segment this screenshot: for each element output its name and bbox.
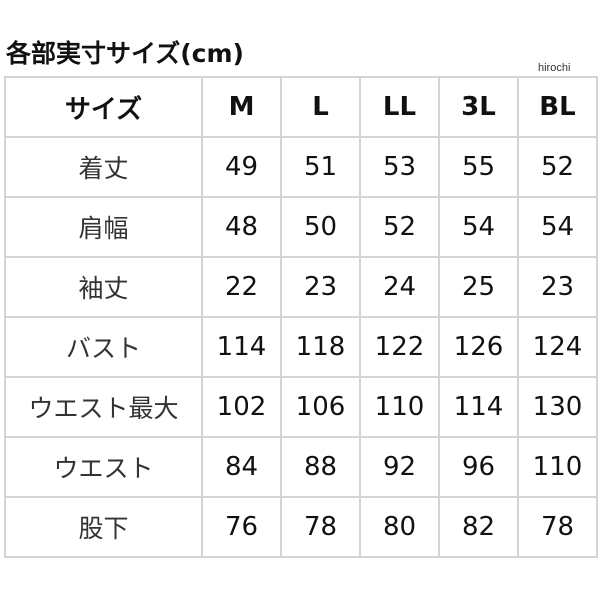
value-cell: 102 [201, 376, 282, 438]
value-cell: 110 [359, 376, 440, 438]
header-cell: L [280, 76, 361, 138]
row-label: ウエスト [4, 436, 203, 498]
header-cell: 3L [438, 76, 519, 138]
value-cell: 51 [280, 136, 361, 198]
value-cell: 23 [517, 256, 598, 318]
value-cell: 48 [201, 196, 282, 258]
table-row: 肩幅 48 50 52 54 54 [4, 196, 598, 258]
value-cell: 114 [201, 316, 282, 378]
value-cell: 50 [280, 196, 361, 258]
row-label: 股下 [4, 496, 203, 558]
page-title: 各部実寸サイズ(cm) [6, 39, 244, 68]
row-label: 肩幅 [4, 196, 203, 258]
value-cell: 76 [201, 496, 282, 558]
value-cell: 114 [438, 376, 519, 438]
header-cell: サイズ [4, 76, 203, 138]
value-cell: 53 [359, 136, 440, 198]
value-cell: 118 [280, 316, 361, 378]
value-cell: 54 [438, 196, 519, 258]
row-label: バスト [4, 316, 203, 378]
value-cell: 88 [280, 436, 361, 498]
value-cell: 124 [517, 316, 598, 378]
value-cell: 52 [359, 196, 440, 258]
value-cell: 78 [517, 496, 598, 558]
value-cell: 126 [438, 316, 519, 378]
table-row: ウエスト 84 88 92 96 110 [4, 436, 598, 498]
table-row: ウエスト最大 102 106 110 114 130 [4, 376, 598, 438]
value-cell: 24 [359, 256, 440, 318]
row-label: ウエスト最大 [4, 376, 203, 438]
value-cell: 78 [280, 496, 361, 558]
table-row: 股下 76 78 80 82 78 [4, 496, 598, 558]
value-cell: 25 [438, 256, 519, 318]
value-cell: 55 [438, 136, 519, 198]
value-cell: 49 [201, 136, 282, 198]
value-cell: 84 [201, 436, 282, 498]
value-cell: 106 [280, 376, 361, 438]
row-label: 着丈 [4, 136, 203, 198]
header-row: サイズ M L LL 3L BL [4, 76, 598, 138]
header-cell: LL [359, 76, 440, 138]
value-cell: 96 [438, 436, 519, 498]
header-cell: M [201, 76, 282, 138]
row-label: 袖丈 [4, 256, 203, 318]
value-cell: 82 [438, 496, 519, 558]
value-cell: 92 [359, 436, 440, 498]
value-cell: 23 [280, 256, 361, 318]
value-cell: 130 [517, 376, 598, 438]
value-cell: 54 [517, 196, 598, 258]
table-row: バスト 114 118 122 126 124 [4, 316, 598, 378]
value-cell: 80 [359, 496, 440, 558]
header-cell: BL [517, 76, 598, 138]
value-cell: 122 [359, 316, 440, 378]
size-table: サイズ M L LL 3L BL 着丈 49 51 53 55 52 肩幅 48 50 52 54 5… [4, 76, 598, 558]
table-row: 袖丈 22 23 24 25 23 [4, 256, 598, 318]
value-cell: 22 [201, 256, 282, 318]
value-cell: 52 [517, 136, 598, 198]
table-row: 着丈 49 51 53 55 52 [4, 136, 598, 198]
watermark: hirochi [538, 62, 571, 74]
value-cell: 110 [517, 436, 598, 498]
